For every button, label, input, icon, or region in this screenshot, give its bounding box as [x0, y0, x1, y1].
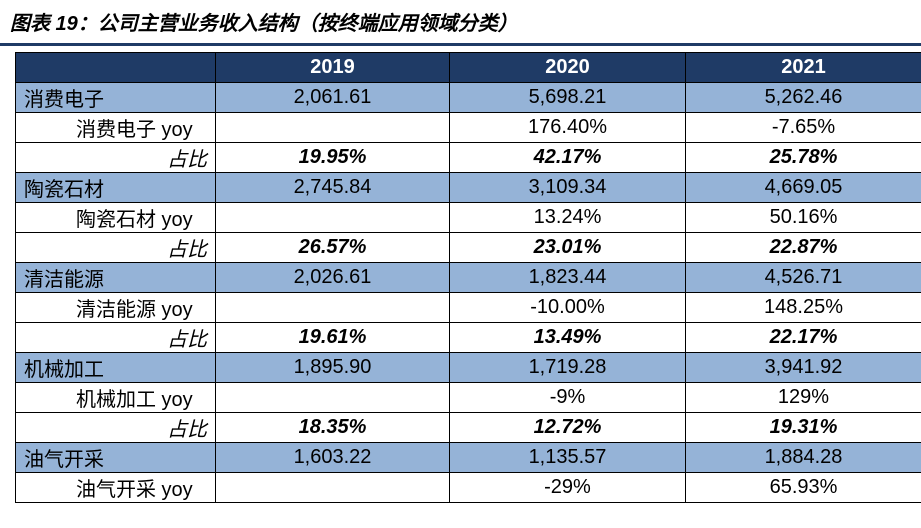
table-row: 陶瓷石材 yoy 13.24% 50.16% [15, 202, 921, 233]
figure-title: 图表 19：公司主营业务收入结构（按终端应用领域分类） [10, 13, 518, 35]
value-cell: 19.61% [215, 322, 450, 353]
value-cell: 23.01% [449, 232, 686, 263]
value-cell: 3,941.92 [685, 352, 921, 383]
value-cell: 1,135.57 [449, 442, 686, 473]
row-label: 消费电子 [15, 82, 216, 113]
row-label: 陶瓷石材 yoy [15, 202, 216, 233]
value-cell: 1,603.22 [215, 442, 450, 473]
value-cell: 2,026.61 [215, 262, 450, 293]
value-cell: 3,109.34 [449, 172, 686, 203]
value-cell: 5,698.21 [449, 82, 686, 113]
table-row: 机械加工 yoy -9% 129% [15, 382, 921, 413]
row-label: 机械加工 yoy [15, 382, 216, 413]
value-cell: -29% [449, 472, 686, 503]
table-row: 消费电子 yoy 176.40% -7.65% [15, 112, 921, 143]
value-cell: 13.24% [449, 202, 686, 233]
value-cell: 1,884.28 [685, 442, 921, 473]
value-cell: 1,895.90 [215, 352, 450, 383]
value-cell: 12.72% [449, 412, 686, 443]
value-cell: 4,526.71 [685, 262, 921, 293]
value-cell: -7.65% [685, 112, 921, 143]
value-cell: 148.25% [685, 292, 921, 323]
value-cell [215, 382, 450, 413]
table-row: 占比 19.61% 13.49% 22.17% [15, 322, 921, 353]
table-row: 消费电子 2,061.61 5,698.21 5,262.46 [15, 82, 921, 113]
value-cell: -9% [449, 382, 686, 413]
value-cell: 1,719.28 [449, 352, 686, 383]
value-cell: 19.95% [215, 142, 450, 173]
header-cell-2019: 2019 [215, 52, 450, 83]
value-cell: 1,823.44 [449, 262, 686, 293]
header-cell-label [15, 52, 216, 83]
header-cell-2020: 2020 [449, 52, 686, 83]
table-row: 占比 19.95% 42.17% 25.78% [15, 142, 921, 173]
row-label: 清洁能源 yoy [15, 292, 216, 323]
value-cell [215, 112, 450, 143]
value-cell: 19.31% [685, 412, 921, 443]
value-cell: 2,061.61 [215, 82, 450, 113]
header-row: 2019 2020 2021 [15, 52, 921, 83]
row-label: 占比 [15, 232, 216, 263]
value-cell: 65.93% [685, 472, 921, 503]
table-row: 机械加工 1,895.90 1,719.28 3,941.92 [15, 352, 921, 383]
value-cell: 42.17% [449, 142, 686, 173]
value-cell [215, 292, 450, 323]
value-cell: 50.16% [685, 202, 921, 233]
value-cell: 13.49% [449, 322, 686, 353]
table-row: 清洁能源 yoy -10.00% 148.25% [15, 292, 921, 323]
row-label: 油气开采 [15, 442, 216, 473]
row-label: 机械加工 [15, 352, 216, 383]
revenue-structure-table: 2019 2020 2021 消费电子 2,061.61 5,698.21 5,262… [15, 52, 921, 503]
row-label: 清洁能源 [15, 262, 216, 293]
row-label: 占比 [15, 322, 216, 353]
row-label: 陶瓷石材 [15, 172, 216, 203]
value-cell: 2,745.84 [215, 172, 450, 203]
header-cell-2021: 2021 [685, 52, 921, 83]
value-cell: 5,262.46 [685, 82, 921, 113]
value-cell: 25.78% [685, 142, 921, 173]
value-cell: 26.57% [215, 232, 450, 263]
table-row: 占比 26.57% 23.01% 22.87% [15, 232, 921, 263]
table-row: 占比 18.35% 12.72% 19.31% [15, 412, 921, 443]
table-row: 油气开采 yoy -29% 65.93% [15, 472, 921, 503]
table-row: 陶瓷石材 2,745.84 3,109.34 4,669.05 [15, 172, 921, 203]
value-cell: 4,669.05 [685, 172, 921, 203]
value-cell [215, 472, 450, 503]
row-label: 油气开采 yoy [15, 472, 216, 503]
value-cell: 22.87% [685, 232, 921, 263]
value-cell: -10.00% [449, 292, 686, 323]
table-row: 清洁能源 2,026.61 1,823.44 4,526.71 [15, 262, 921, 293]
value-cell [215, 202, 450, 233]
value-cell: 22.17% [685, 322, 921, 353]
value-cell: 129% [685, 382, 921, 413]
row-label: 消费电子 yoy [15, 112, 216, 143]
row-label: 占比 [15, 412, 216, 443]
table-body: 消费电子 2,061.61 5,698.21 5,262.46 消费电子 yoy 176.… [15, 82, 921, 503]
value-cell: 176.40% [449, 112, 686, 143]
table-row: 油气开采 1,603.22 1,135.57 1,884.28 [15, 442, 921, 473]
row-label: 占比 [15, 142, 216, 173]
title-rule [0, 43, 921, 46]
value-cell: 18.35% [215, 412, 450, 443]
